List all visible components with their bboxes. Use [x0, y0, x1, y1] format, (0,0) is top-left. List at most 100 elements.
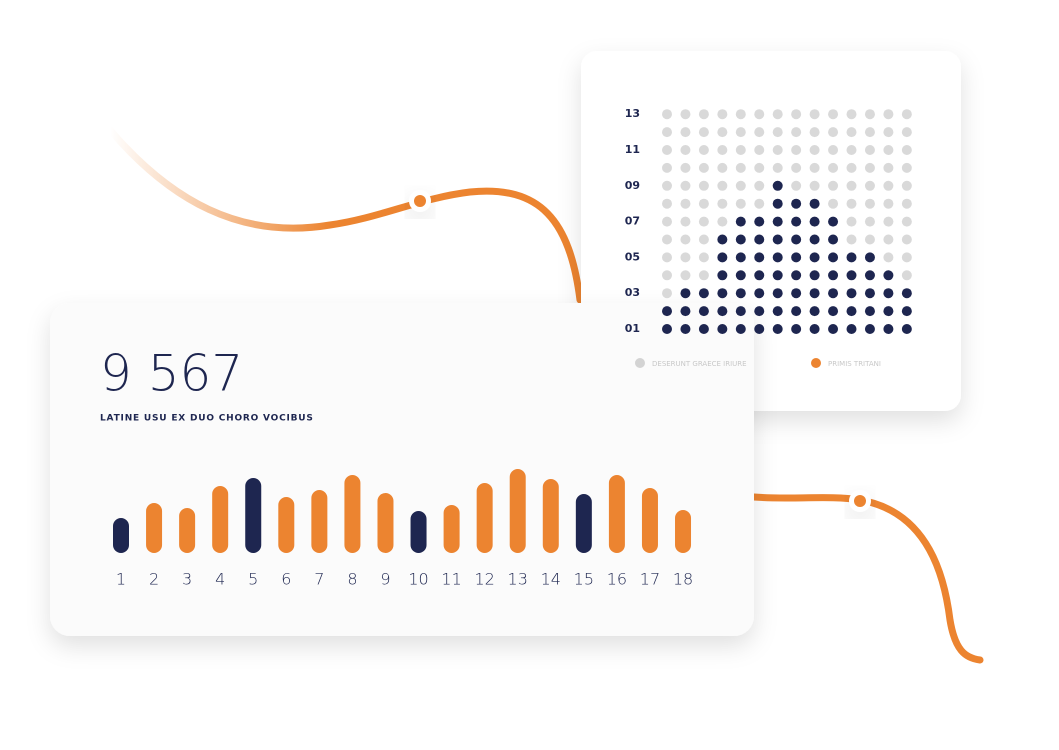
filled-dot: [754, 270, 765, 281]
empty-dot: [754, 162, 765, 173]
empty-dot: [735, 109, 746, 120]
empty-dot: [662, 216, 672, 227]
filled-dot: [791, 252, 802, 263]
filled-dot: [864, 324, 875, 334]
empty-dot: [901, 180, 912, 191]
bar: [146, 503, 163, 553]
filled-dot: [828, 234, 839, 245]
empty-dot: [901, 109, 912, 120]
filled-dot: [662, 306, 672, 317]
bar: [245, 478, 262, 553]
dot-column: [901, 109, 912, 334]
filled-dot: [772, 270, 783, 281]
empty-dot: [828, 145, 839, 155]
x-tick-label: 9: [380, 570, 390, 589]
dot-column: [846, 109, 857, 334]
bar: [344, 475, 361, 553]
dot-column: [754, 109, 765, 334]
x-tick-label: 10: [408, 570, 428, 589]
bar: [542, 479, 559, 553]
empty-dot: [846, 162, 857, 173]
filled-dot: [717, 324, 728, 334]
filled-dot: [772, 324, 783, 334]
bar: [212, 486, 229, 553]
empty-dot: [791, 162, 802, 173]
x-tick-label: 12: [474, 570, 494, 589]
empty-dot: [735, 198, 746, 209]
empty-dot: [828, 109, 839, 120]
dot-column: [717, 109, 728, 334]
filled-dot: [828, 216, 839, 227]
empty-dot: [883, 216, 894, 227]
empty-dot: [717, 216, 728, 227]
filled-dot: [864, 306, 875, 317]
y-tick-label: 13: [625, 107, 640, 120]
filled-dot: [883, 306, 894, 317]
node-dot: [854, 495, 866, 507]
empty-dot: [791, 180, 802, 191]
empty-dot: [864, 234, 875, 245]
empty-dot: [717, 127, 728, 138]
filled-dot: [735, 324, 746, 334]
x-tick-label: 17: [640, 570, 660, 589]
filled-dot: [735, 234, 746, 245]
empty-dot: [883, 180, 894, 191]
filled-dot: [735, 216, 746, 227]
empty-dot: [883, 252, 894, 263]
empty-dot: [754, 127, 765, 138]
empty-dot: [846, 109, 857, 120]
filled-dot: [791, 234, 802, 245]
dot-column: [809, 109, 820, 334]
filled-dot: [791, 306, 802, 317]
empty-dot: [809, 180, 820, 191]
empty-dot: [698, 198, 709, 209]
filled-dot: [754, 288, 765, 299]
filled-dot: [735, 252, 746, 263]
filled-dot: [791, 324, 802, 334]
empty-dot: [901, 162, 912, 173]
empty-dot: [698, 234, 709, 245]
x-tick-label: 2: [149, 570, 159, 589]
empty-dot: [717, 198, 728, 209]
empty-dot: [883, 162, 894, 173]
filled-dot: [846, 270, 857, 281]
empty-dot: [662, 180, 672, 191]
bar: [675, 510, 692, 553]
empty-dot: [680, 270, 691, 281]
filled-dot: [828, 324, 839, 334]
x-tick-label: 3: [182, 570, 192, 589]
filled-dot: [809, 216, 820, 227]
empty-dot: [680, 216, 691, 227]
empty-dot: [680, 162, 691, 173]
empty-dot: [901, 252, 912, 263]
bar: [575, 494, 592, 553]
empty-dot: [828, 162, 839, 173]
empty-dot: [809, 127, 820, 138]
empty-dot: [754, 180, 765, 191]
empty-dot: [735, 145, 746, 155]
y-tick-label: 07: [625, 215, 640, 228]
node-dot: [414, 195, 426, 207]
filled-dot: [901, 306, 912, 317]
empty-dot: [680, 180, 691, 191]
empty-dot: [662, 127, 672, 138]
filled-dot: [754, 324, 765, 334]
card: [50, 303, 754, 636]
empty-dot: [662, 288, 672, 299]
empty-dot: [828, 127, 839, 138]
filled-dot: [809, 288, 820, 299]
empty-dot: [791, 127, 802, 138]
empty-dot: [846, 216, 857, 227]
empty-dot: [772, 145, 783, 155]
dot-column: [883, 109, 894, 334]
empty-dot: [846, 234, 857, 245]
empty-dot: [901, 198, 912, 209]
empty-dot: [864, 127, 875, 138]
filled-dot: [809, 198, 820, 209]
empty-dot: [791, 109, 802, 120]
empty-dot: [662, 145, 672, 155]
empty-dot: [864, 198, 875, 209]
filled-dot: [680, 288, 691, 299]
legend-label: PRIMIS TRITANI: [828, 360, 881, 368]
dot-column: [828, 109, 839, 334]
